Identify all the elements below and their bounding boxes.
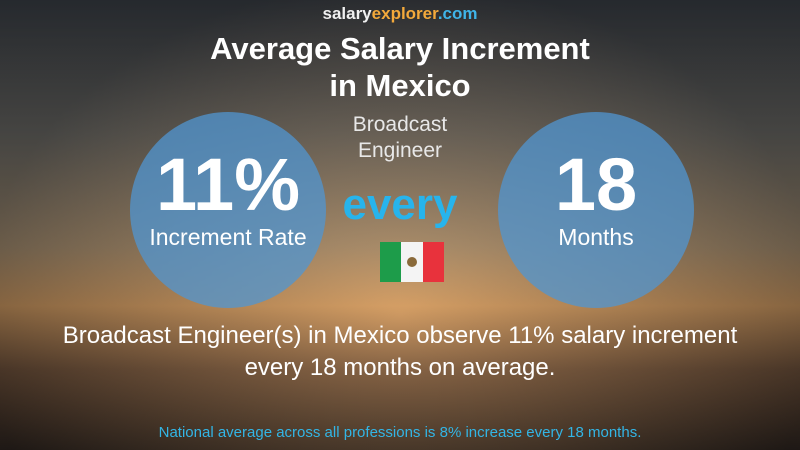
months-circle: 18 Months: [498, 112, 694, 308]
increment-label: Increment Rate: [149, 224, 307, 250]
increment-circle: 11% Increment Rate: [130, 112, 326, 308]
brand: salaryexplorer.com: [0, 4, 800, 24]
footer-note: National average across all professions …: [158, 424, 642, 441]
brand-part: .com: [437, 4, 478, 23]
increment-value: 11%: [155, 143, 301, 226]
job-line: Broadcast: [352, 113, 448, 136]
months-label: Months: [558, 224, 634, 250]
summary-line: every 18 months on average.: [244, 354, 556, 381]
months-value: 18: [554, 143, 638, 226]
brand-part: salary: [322, 4, 372, 23]
title-line: in Mexico: [329, 68, 471, 103]
brand-part: explorer: [371, 4, 438, 23]
summary-line: Broadcast Engineer(s) in Mexico observe …: [62, 322, 738, 349]
title-line: Average Salary Increment: [210, 31, 590, 66]
mexico-flag: [380, 242, 444, 282]
job-line: Engineer: [357, 139, 443, 162]
every-word: every: [342, 180, 458, 229]
